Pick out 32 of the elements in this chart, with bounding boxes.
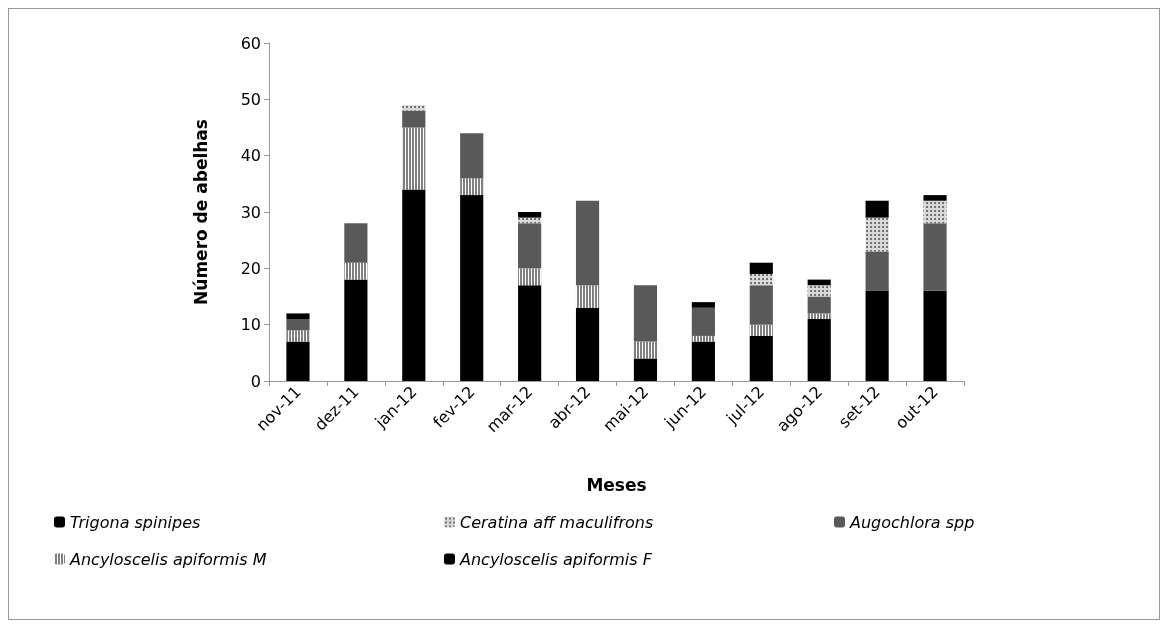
bar [749,285,773,325]
legend-label: Ancyloscelis apiformis F [459,549,653,569]
y-axis-title: Número de abelhas [190,119,211,305]
y-tick-label: 0 [250,371,261,391]
bar [865,200,889,218]
y-tick-label: 40 [240,146,261,166]
legend-label: Augochlora spp [849,512,975,532]
bar [923,195,947,201]
bar [691,302,715,308]
y-tick-label: 60 [240,33,261,53]
y-tick-label: 20 [240,258,261,278]
y-tick-label: 10 [240,315,261,335]
legend-label: Trigona spinipes [70,512,201,532]
bar [344,223,368,263]
legend-label: Ancyloscelis apiformis M [69,549,267,569]
bar [518,223,542,269]
bar [691,307,715,336]
bar [633,285,658,342]
y-tick-label: 50 [240,89,261,109]
bar [402,110,426,128]
x-axis-title: Meses [586,474,647,495]
bar [923,223,947,291]
y-tick-label: 30 [240,202,261,222]
bar [865,251,889,291]
legend-label: Ceratina aff maculifrons [460,512,654,532]
bar [460,133,484,179]
bar [575,200,600,286]
bar [749,262,773,274]
bar [807,296,831,314]
bar [518,212,542,218]
bar [286,319,310,331]
bar [286,313,310,320]
